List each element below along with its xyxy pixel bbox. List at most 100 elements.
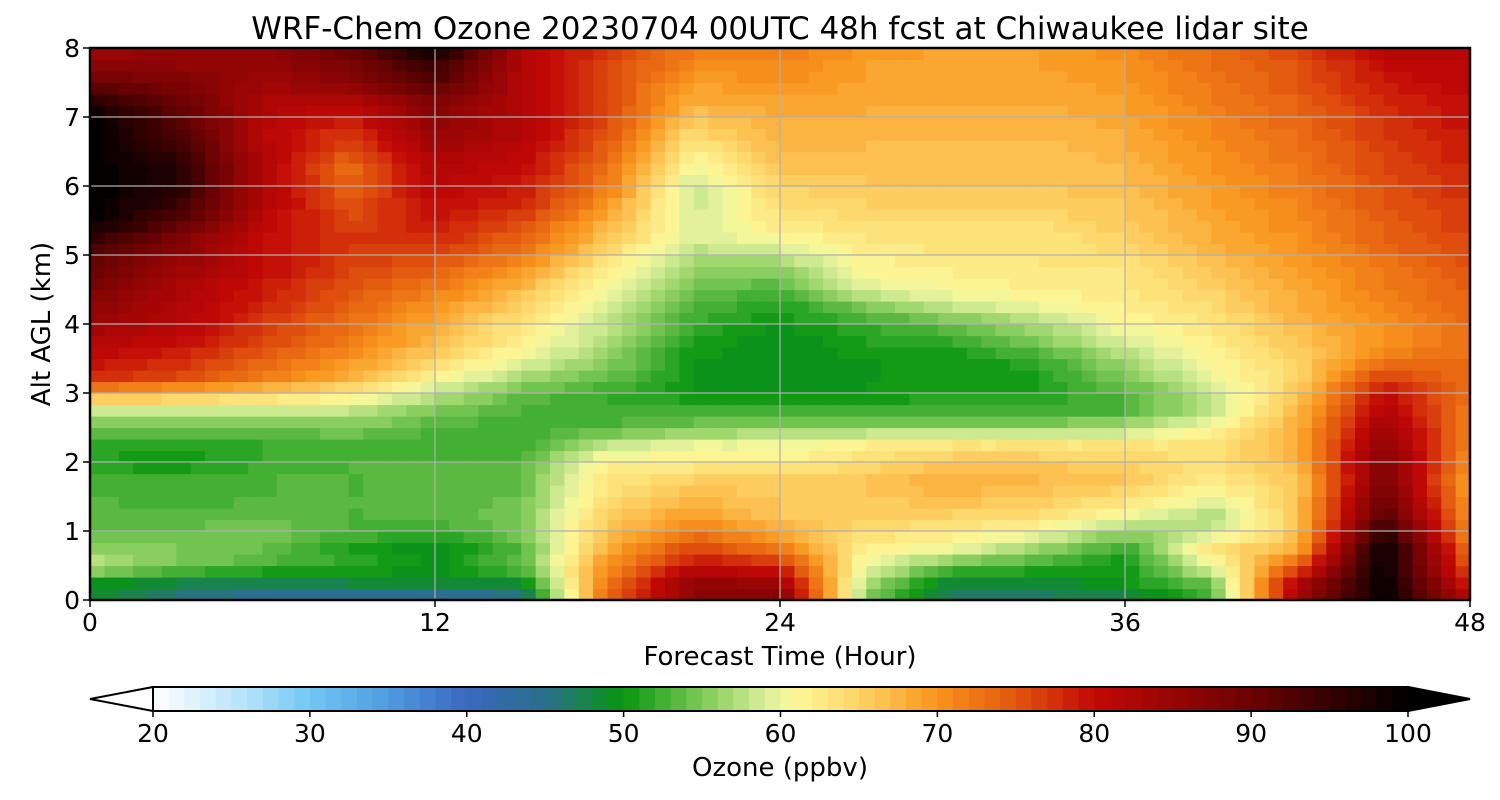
heatmap-cell — [1398, 324, 1414, 337]
heatmap-cell — [320, 358, 335, 371]
colorbar-cell — [890, 687, 907, 711]
heatmap-cell — [219, 289, 235, 302]
heatmap-cell — [420, 393, 436, 406]
heatmap-cell — [176, 289, 192, 302]
heatmap-cell — [1024, 439, 1040, 452]
heatmap-cell — [1268, 117, 1284, 130]
colorbar-cell — [419, 687, 436, 711]
heatmap-cell — [593, 381, 609, 394]
heatmap-cell — [1053, 71, 1069, 84]
heatmap-cell — [406, 140, 422, 153]
heatmap-cell — [722, 266, 738, 279]
heatmap-cell — [794, 209, 810, 222]
heatmap-cell — [1153, 439, 1169, 452]
heatmap-cell — [521, 531, 537, 544]
heatmap-cell — [1010, 197, 1025, 210]
heatmap-cell — [952, 531, 968, 544]
heatmap-cell — [334, 381, 350, 394]
heatmap-cell — [621, 381, 637, 394]
heatmap-cell — [406, 462, 422, 475]
heatmap-cell — [276, 105, 292, 118]
heatmap-cell — [1355, 186, 1370, 199]
heatmap-cell — [952, 255, 968, 268]
heatmap-cell — [147, 59, 163, 72]
heatmap-cell — [550, 370, 565, 383]
heatmap-cell — [923, 358, 939, 371]
heatmap-cell — [1211, 94, 1227, 107]
heatmap-cell — [679, 163, 695, 176]
heatmap-cell — [291, 370, 307, 383]
heatmap-cell — [1038, 59, 1054, 72]
heatmap-cell — [808, 243, 824, 256]
colorbar-cell — [325, 687, 342, 711]
heatmap-cell — [391, 393, 407, 406]
heatmap-cell — [363, 232, 379, 245]
heatmap-cell — [1369, 496, 1385, 509]
heatmap-cell — [593, 554, 609, 567]
heatmap-cell — [233, 128, 249, 141]
heatmap-cell — [966, 140, 982, 153]
heatmap-cell — [966, 289, 982, 302]
heatmap-cell — [435, 531, 450, 544]
heatmap-cell — [923, 588, 939, 601]
heatmap-cell — [406, 278, 422, 291]
heatmap-cell — [1168, 531, 1184, 544]
heatmap-cell — [1010, 577, 1025, 590]
heatmap-cell — [435, 577, 450, 590]
heatmap-cell — [1426, 450, 1442, 463]
heatmap-cell — [808, 381, 824, 394]
heatmap-cell — [1053, 588, 1069, 601]
heatmap-cell — [363, 117, 379, 130]
heatmap-cell — [1139, 48, 1155, 61]
heatmap-cell — [722, 370, 738, 383]
heatmap-cell — [1240, 174, 1255, 187]
heatmap-cell — [449, 140, 465, 153]
heatmap-cell — [923, 71, 939, 84]
heatmap-cell — [1110, 140, 1126, 153]
heatmap-cell — [1125, 243, 1140, 256]
heatmap-cell — [650, 140, 666, 153]
heatmap-cell — [233, 59, 249, 72]
heatmap-cell — [1268, 370, 1284, 383]
heatmap-cell — [219, 243, 235, 256]
heatmap-cell — [1369, 393, 1385, 406]
heatmap-cell — [909, 59, 925, 72]
heatmap-cell — [406, 163, 422, 176]
heatmap-cell — [1139, 485, 1155, 498]
heatmap-cell — [334, 209, 350, 222]
heatmap-cell — [205, 496, 220, 509]
heatmap-cell — [895, 347, 910, 360]
heatmap-cell — [133, 565, 149, 578]
heatmap-cell — [593, 416, 609, 429]
heatmap-cell — [808, 48, 824, 61]
heatmap-cell — [1139, 232, 1155, 245]
heatmap-cell — [593, 140, 609, 153]
heatmap-cell — [1268, 82, 1284, 95]
heatmap-cell — [1168, 427, 1184, 440]
heatmap-cell — [636, 48, 652, 61]
heatmap-cell — [147, 416, 163, 429]
heatmap-cell — [1340, 347, 1356, 360]
heatmap-cell — [794, 243, 810, 256]
heatmap-cell — [478, 427, 494, 440]
heatmap-cell — [248, 48, 264, 61]
heatmap-cell — [1268, 151, 1284, 164]
heatmap-cell — [320, 105, 335, 118]
heatmap-cell — [607, 232, 623, 245]
heatmap-cell — [1340, 289, 1356, 302]
heatmap-cell — [420, 358, 436, 371]
heatmap-cell — [1254, 485, 1270, 498]
heatmap-cell — [1139, 289, 1155, 302]
heatmap-cell — [966, 59, 982, 72]
heatmap-cell — [1168, 393, 1184, 406]
heatmap-cell — [736, 163, 752, 176]
heatmap-cell — [219, 450, 235, 463]
heatmap-cell — [521, 243, 537, 256]
heatmap-cell — [966, 370, 982, 383]
heatmap-cell — [1398, 289, 1414, 302]
heatmap-cell — [607, 128, 623, 141]
heatmap-cell — [995, 94, 1011, 107]
heatmap-cell — [435, 473, 450, 486]
heatmap-cell — [334, 301, 350, 314]
heatmap-cell — [535, 140, 551, 153]
